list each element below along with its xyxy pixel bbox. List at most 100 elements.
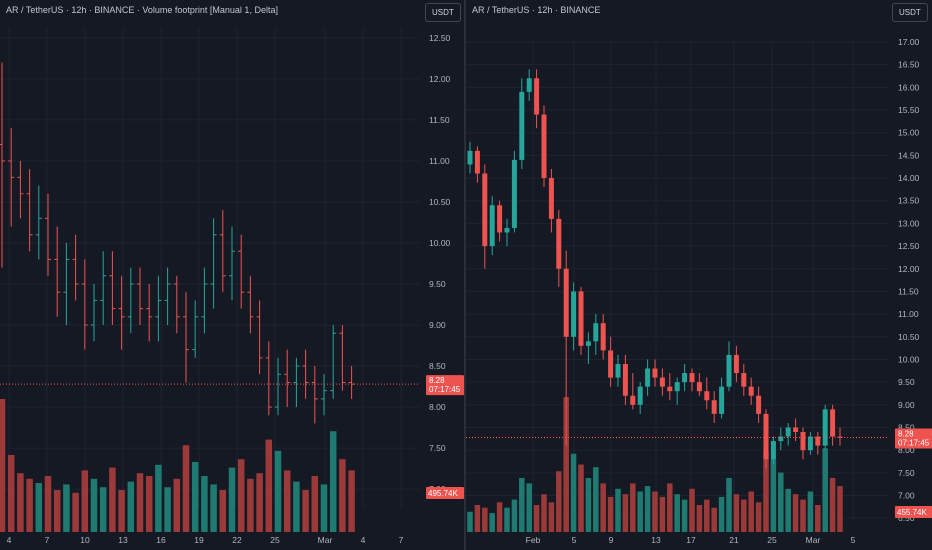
left-y-tick-label: 9.00 [429, 320, 446, 330]
right-x-tick-label: 13 [651, 535, 661, 545]
left-y-tick-label: 12.00 [429, 74, 451, 84]
right-volume-bar [704, 499, 710, 532]
right-chart-panel[interactable]: 17.00 16.50 16.00 15.50 15.00 14.50 14.00 13.50… [466, 0, 932, 550]
left-volume-bar [228, 467, 236, 532]
left-volume-tag-value: 495.74K [428, 489, 458, 498]
right-volume-bar [556, 471, 562, 532]
right-volume-bar [837, 486, 843, 532]
right-candle-body [645, 368, 651, 387]
right-volume-bar [733, 494, 740, 532]
right-x-tick-label: 9 [609, 535, 614, 545]
right-y-tick-label: 11.00 [898, 309, 919, 319]
right-x-tick-label: 5 [851, 535, 856, 545]
right-y-tick-label: 8.50 [898, 422, 915, 432]
left-chart-panel[interactable]: 12.50 12.00 11.50 11.00 10.50 10.00 9.50 9.00 8.… [0, 0, 464, 550]
right-y-tick-label: 9.50 [898, 377, 915, 387]
left-volume-bar [0, 399, 6, 532]
left-y-tick-label: 12.50 [429, 33, 451, 43]
right-candle-body [467, 150, 473, 165]
right-candle-body [667, 386, 673, 392]
right-candle-body [696, 382, 702, 392]
right-candle-body [719, 386, 725, 414]
right-currency-button[interactable]: USDT [892, 3, 928, 22]
right-x-tick-label: 21 [729, 535, 739, 545]
right-candle-body [689, 373, 695, 383]
right-candle-body [519, 91, 525, 160]
left-volume-bar [247, 478, 254, 532]
right-volume-bar [770, 459, 777, 532]
right-candle-body [548, 178, 554, 219]
right-y-tick-label: 6.50 [898, 513, 915, 523]
left-volume-bar [329, 431, 337, 532]
right-candle-body [578, 291, 584, 346]
right-volume-bar [630, 483, 636, 532]
left-volume-bar [274, 450, 282, 532]
right-candle-body [652, 368, 658, 378]
left-x-tick-label: 25 [270, 535, 280, 545]
right-y-tick-label: 14.00 [898, 173, 920, 183]
right-candle-body [600, 323, 606, 351]
left-volume-tag [426, 487, 464, 499]
right-candle-body [815, 436, 821, 446]
right-volume-bar [681, 499, 688, 532]
right-candle-body [778, 436, 784, 442]
right-x-tick-label: Mar [806, 535, 821, 545]
right-volume-bar [741, 499, 747, 532]
right-candle-body [682, 373, 688, 383]
right-volume-bar [533, 505, 540, 532]
right-candle-body [482, 173, 488, 247]
right-candle-body [571, 291, 577, 337]
right-y-tick-label: 16.00 [898, 82, 920, 92]
left-currency-button[interactable]: USDT [425, 3, 461, 22]
right-volume-bar [563, 397, 569, 532]
left-volume-bar [283, 470, 291, 532]
right-volume-bar [785, 488, 791, 532]
right-candle-body [585, 341, 591, 346]
right-y-tick-label: 16.50 [898, 60, 920, 70]
left-x-tick-label: Mar [318, 535, 333, 545]
right-volume-bar [482, 507, 488, 532]
left-x-tick-label: 19 [194, 535, 204, 545]
right-volume-bar [600, 483, 606, 532]
left-y-tick-label: 8.50 [429, 361, 446, 371]
right-chart-canvas[interactable]: 17.00 16.50 16.00 15.50 15.00 14.50 14.00 13.50… [466, 0, 932, 550]
right-x-tick-label: 17 [686, 535, 696, 545]
right-candle-body [726, 354, 732, 387]
right-volume-bar [718, 496, 725, 532]
left-volume-bar [256, 473, 263, 532]
right-y-tick-label: 8.00 [898, 445, 915, 455]
right-candle-body [711, 400, 717, 414]
right-y-tick-label: 13.00 [898, 218, 920, 228]
right-y-tick-label: 9.00 [898, 400, 915, 410]
right-candle-body [497, 205, 503, 233]
left-x-tick-label: 16 [156, 535, 166, 545]
right-y-tick-label: 13.50 [898, 196, 920, 206]
right-y-tick-label: 15.00 [898, 128, 920, 138]
right-candle-body [511, 159, 517, 228]
right-candle-body [541, 114, 547, 179]
right-volume-tag-value: 455.74K [897, 508, 927, 517]
left-volume-bar [90, 478, 98, 532]
right-y-tick-label: 12.00 [898, 264, 920, 274]
left-volume-bar [320, 484, 328, 532]
right-volume-bar [489, 513, 495, 532]
right-y-tick-label: 7.00 [898, 491, 915, 501]
right-candle-body [770, 441, 776, 460]
left-y-tick-label: 10.00 [429, 238, 451, 248]
left-x-tick-label: 7 [45, 535, 50, 545]
panel-divider[interactable] [464, 0, 466, 550]
left-volume-bar [17, 473, 24, 532]
right-volume-bar [748, 491, 754, 532]
right-volume-bar [822, 448, 828, 532]
left-x-tick-label: 13 [118, 535, 128, 545]
right-candle-body [504, 227, 510, 233]
right-candle-body [608, 350, 614, 378]
right-y-tick-label: 15.50 [898, 105, 920, 115]
left-price-tag-countdown: 07:17:45 [429, 385, 461, 394]
right-y-tick-label: 10.00 [898, 354, 920, 364]
left-volume-bar [109, 467, 116, 532]
right-candle-body [793, 427, 799, 433]
right-volume-bar [807, 491, 814, 532]
right-candle-body [830, 409, 836, 437]
left-chart-canvas[interactable]: 12.50 12.00 11.50 11.00 10.50 10.00 9.50 9.00 8.… [0, 0, 464, 550]
